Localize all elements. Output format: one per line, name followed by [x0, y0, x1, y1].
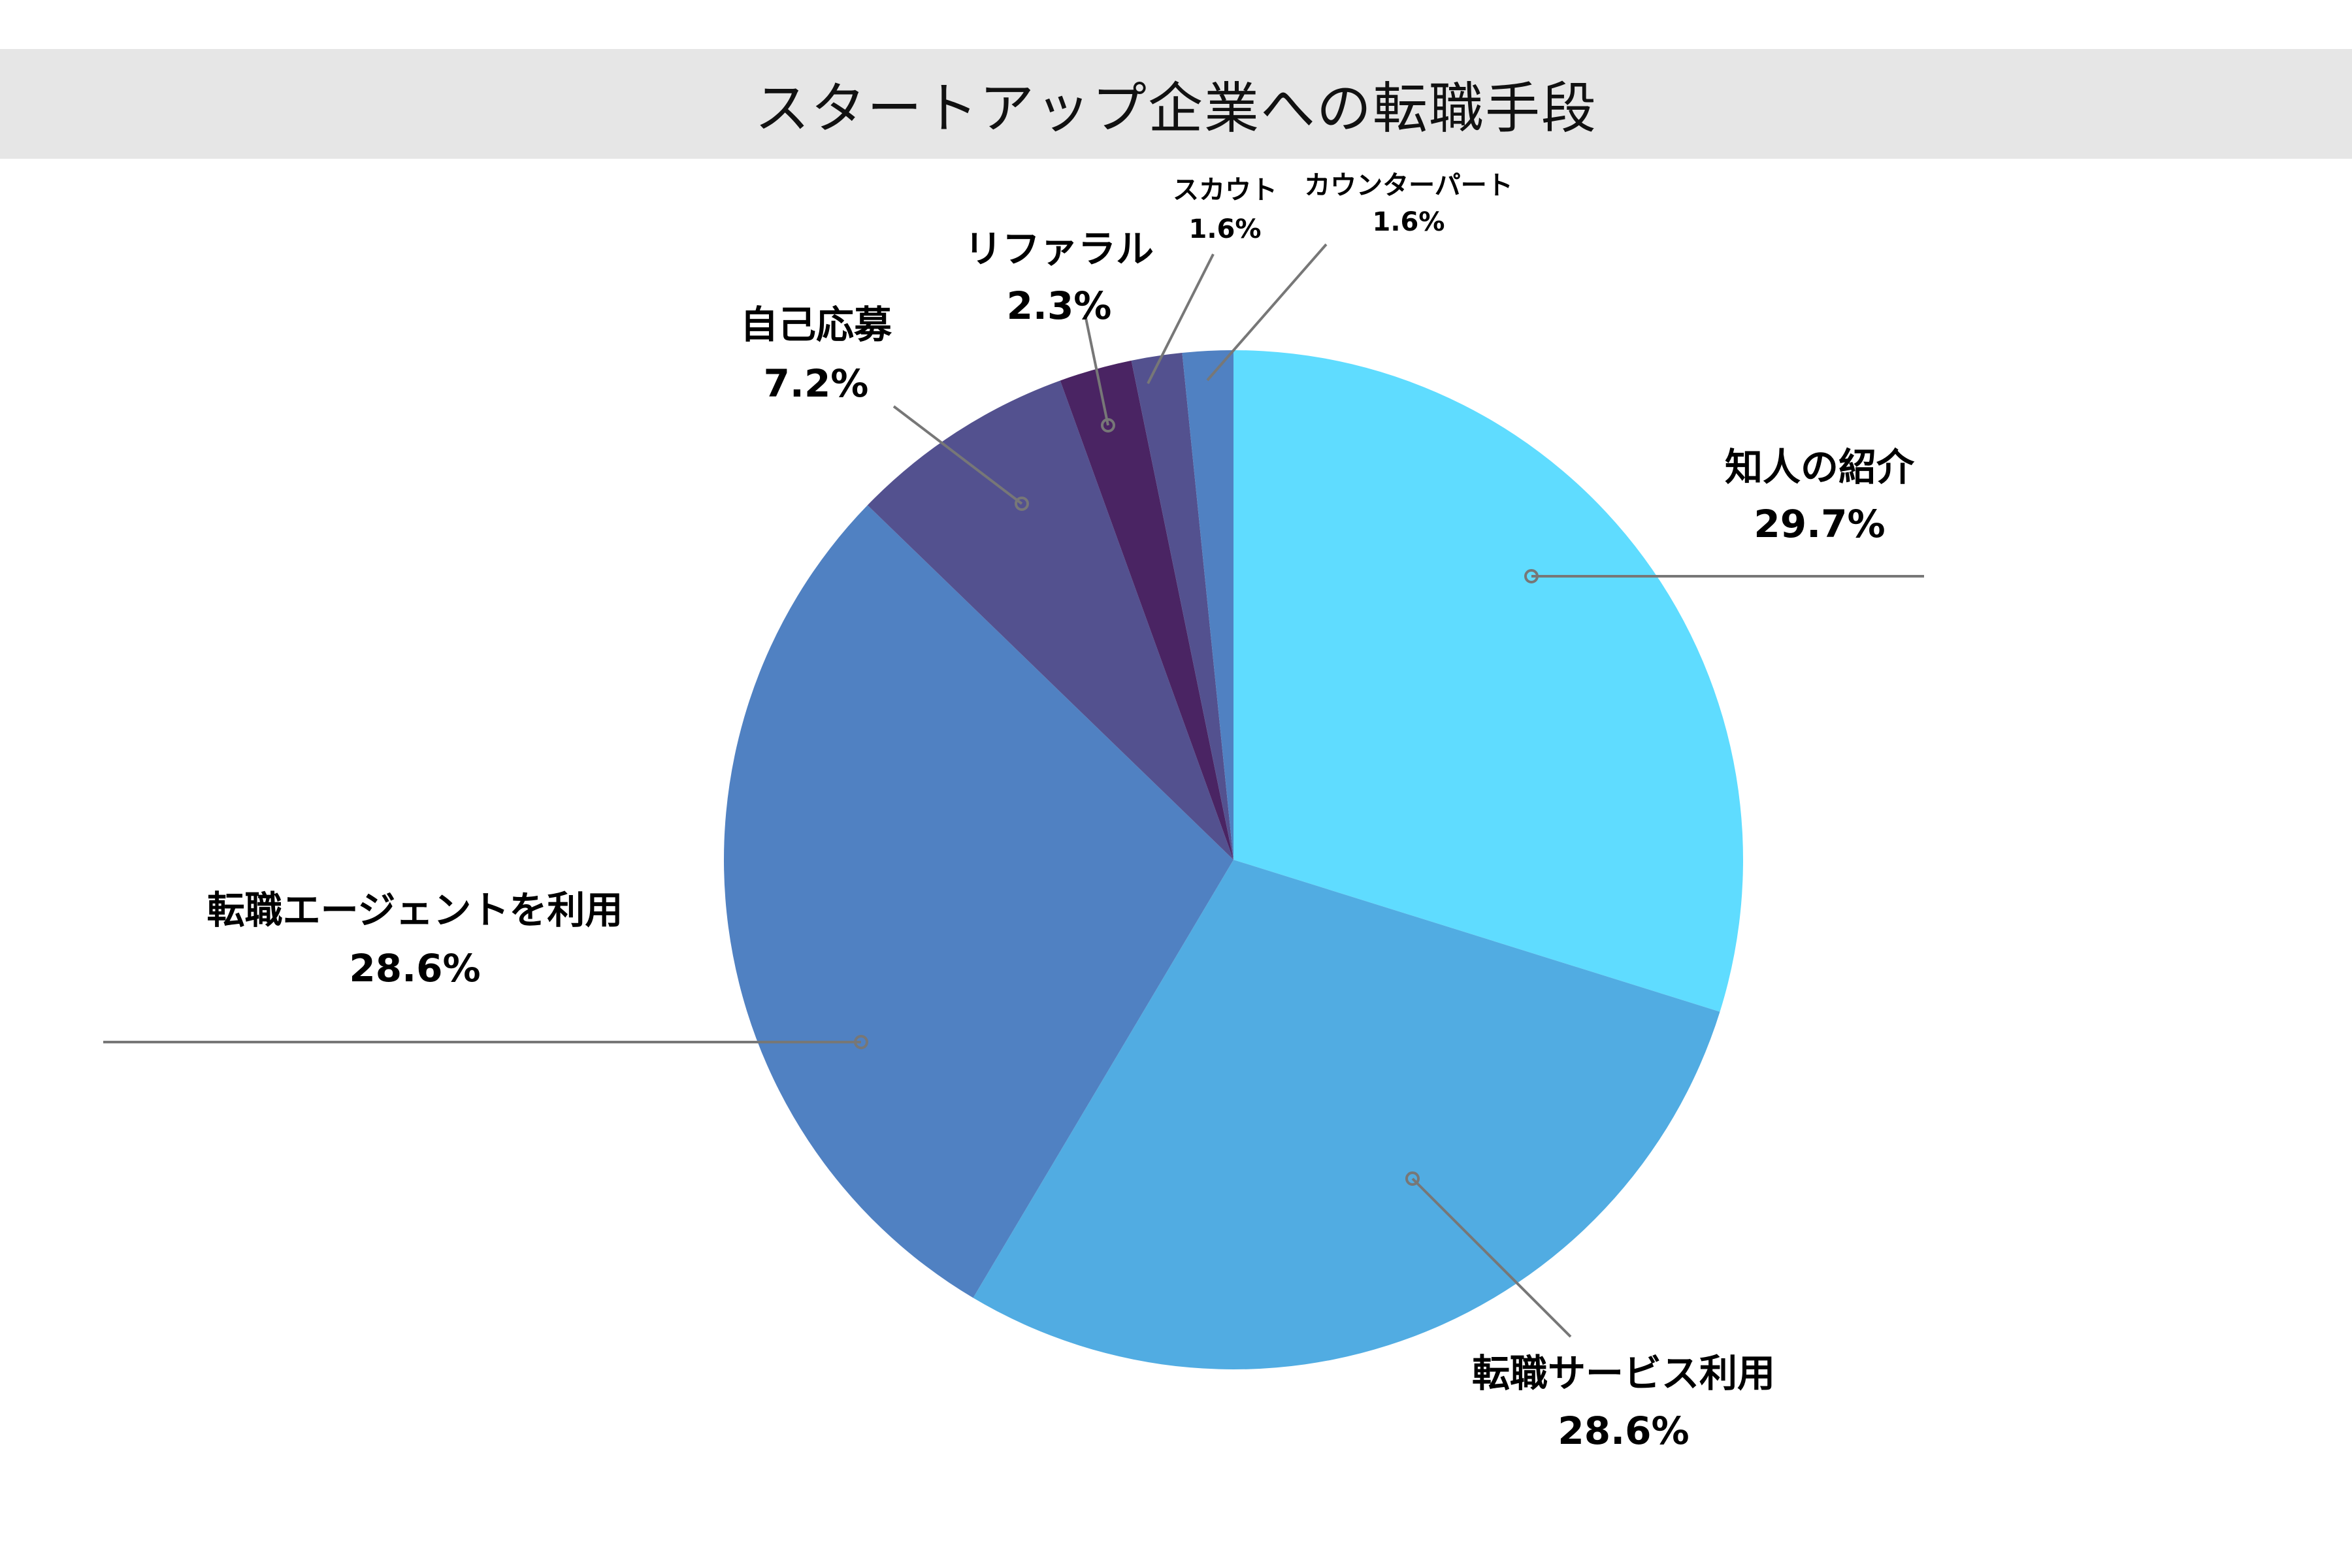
slice-label-5: リファラル [964, 227, 1154, 271]
slice-label-7: カウンターパート [1304, 171, 1513, 201]
slice-value-2: 28.6% [1558, 1409, 1689, 1453]
slice-value-6: 1.6% [1189, 214, 1262, 244]
pie-slice-7 [1182, 350, 1233, 860]
slice-label-4: 自己応募 [740, 302, 892, 347]
pie-slice-3 [723, 505, 1233, 1298]
pie-slice-5 [1060, 360, 1233, 860]
pie-slice-2 [973, 860, 1720, 1369]
pie-slice-4 [867, 380, 1233, 860]
slice-value-7: 1.6% [1373, 207, 1445, 237]
slice-label-6: スカウト [1173, 175, 1277, 205]
slice-value-1: 29.7% [1754, 502, 1885, 546]
slice-label-3: 転職エージェントを利用 [207, 888, 623, 932]
slice-value-5: 2.3% [1007, 284, 1112, 328]
leader-dot-3 [854, 1035, 868, 1049]
chart-title: スタートアップ企業への転職手段 [754, 76, 1597, 140]
leader-dot-4 [1015, 497, 1029, 511]
slice-label-2: 転職サービス利用 [1472, 1351, 1775, 1396]
pie-slice-1 [1233, 350, 1744, 1012]
leader-line-4 [892, 405, 1023, 505]
slice-label-1: 知人の紹介 [1725, 445, 1915, 489]
leader-line-6 [1147, 253, 1215, 384]
leader-dot-2 [1405, 1171, 1420, 1186]
slice-value-3: 28.6% [349, 946, 480, 990]
leader-dot-1 [1524, 569, 1539, 583]
leader-line-5 [1084, 314, 1109, 426]
leader-line-2 [1411, 1177, 1572, 1338]
leader-dot-5 [1101, 418, 1115, 433]
slice-value-4: 7.2% [764, 361, 869, 406]
leader-line-7 [1206, 243, 1328, 382]
chart-title-bar: スタートアップ企業への転職手段 [0, 49, 2352, 159]
pie-slice-6 [1131, 352, 1233, 860]
